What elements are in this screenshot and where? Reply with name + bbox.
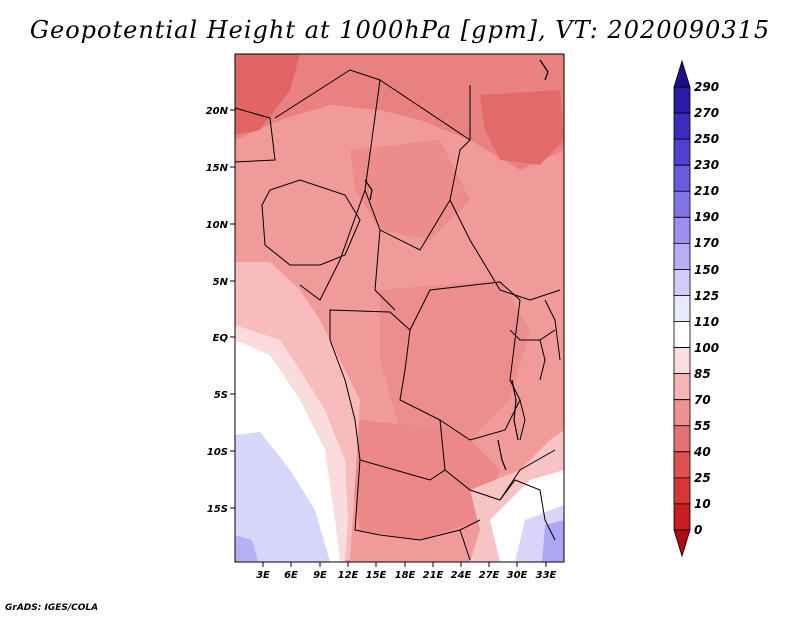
colorbar-label: 0 bbox=[694, 523, 702, 537]
colorbar-label: 210 bbox=[694, 184, 719, 198]
chart-title: Geopotential Height at 1000hPa [gpm], VT… bbox=[29, 16, 771, 44]
lat-label: 15S bbox=[207, 504, 228, 515]
colorbar-label: 250 bbox=[694, 132, 719, 146]
colorbar-segment bbox=[673, 295, 691, 322]
colorbar-label: 230 bbox=[694, 158, 719, 172]
axis-ticks bbox=[230, 109, 547, 567]
colorbar-label: 270 bbox=[694, 106, 719, 120]
colorbar-segment bbox=[673, 425, 691, 453]
colorbar-labels: 290 270 250 230 210 190 170 150 125 110 … bbox=[693, 80, 719, 537]
lon-label: 27E bbox=[479, 570, 500, 581]
lon-label: 33E bbox=[536, 570, 557, 581]
colorbar-label: 125 bbox=[694, 289, 719, 303]
colorbar-label: 85 bbox=[694, 367, 711, 381]
colorbar-label: 100 bbox=[694, 341, 719, 355]
colorbar-label: 40 bbox=[693, 445, 711, 459]
colorbar-label: 150 bbox=[694, 263, 719, 277]
lakes bbox=[364, 59, 549, 471]
colorbar-segment bbox=[673, 164, 691, 192]
geopotential-field bbox=[235, 54, 564, 562]
colorbar bbox=[673, 59, 691, 558]
lat-label: 20N bbox=[206, 106, 229, 117]
lat-label: 10S bbox=[207, 447, 228, 458]
colorbar-label: 190 bbox=[694, 210, 719, 224]
lon-label: 9E bbox=[313, 570, 327, 581]
map-frame bbox=[234, 53, 565, 563]
lat-label: EQ bbox=[213, 333, 229, 344]
colorbar-label: 110 bbox=[694, 315, 719, 329]
colorbar-segment bbox=[673, 242, 691, 270]
lon-label: 18E bbox=[395, 570, 416, 581]
colorbar-label: 55 bbox=[694, 419, 711, 433]
lat-label: 15N bbox=[206, 163, 229, 174]
lon-label: 6E bbox=[284, 570, 298, 581]
colorbar-segment bbox=[673, 86, 691, 114]
lat-label: 5S bbox=[214, 390, 228, 401]
colorbar-segment bbox=[673, 321, 691, 348]
colorbar-segment bbox=[673, 190, 691, 218]
country-borders bbox=[235, 69, 561, 561]
colorbar-segment bbox=[673, 112, 691, 140]
lon-label: 21E bbox=[423, 570, 444, 581]
colorbar-label: 25 bbox=[694, 471, 711, 485]
colorbar-segment bbox=[673, 477, 691, 505]
colorbar-segment bbox=[673, 269, 691, 296]
lon-label: 12E bbox=[338, 570, 359, 581]
lat-label: 5N bbox=[213, 277, 229, 288]
lon-label: 3E bbox=[256, 570, 270, 581]
lon-label: 24E bbox=[451, 570, 472, 581]
lon-label: 30E bbox=[507, 570, 528, 581]
colorbar-segment bbox=[673, 503, 691, 531]
lon-label: 15E bbox=[366, 570, 387, 581]
colorbar-segment bbox=[673, 529, 691, 558]
grads-credit: GrADS: IGES/COLA bbox=[5, 603, 99, 613]
colorbar-label: 10 bbox=[694, 497, 711, 511]
colorbar-label: 70 bbox=[694, 393, 711, 407]
colorbar-segment bbox=[673, 216, 691, 244]
lat-label: 10N bbox=[206, 220, 229, 231]
colorbar-segment bbox=[673, 59, 691, 88]
colorbar-label: 290 bbox=[694, 80, 719, 94]
colorbar-segment bbox=[673, 399, 691, 427]
colorbar-segment bbox=[673, 373, 691, 401]
colorbar-label: 170 bbox=[694, 236, 719, 250]
colorbar-segment bbox=[673, 451, 691, 479]
colorbar-segment bbox=[673, 347, 691, 375]
colorbar-segment bbox=[673, 138, 691, 166]
